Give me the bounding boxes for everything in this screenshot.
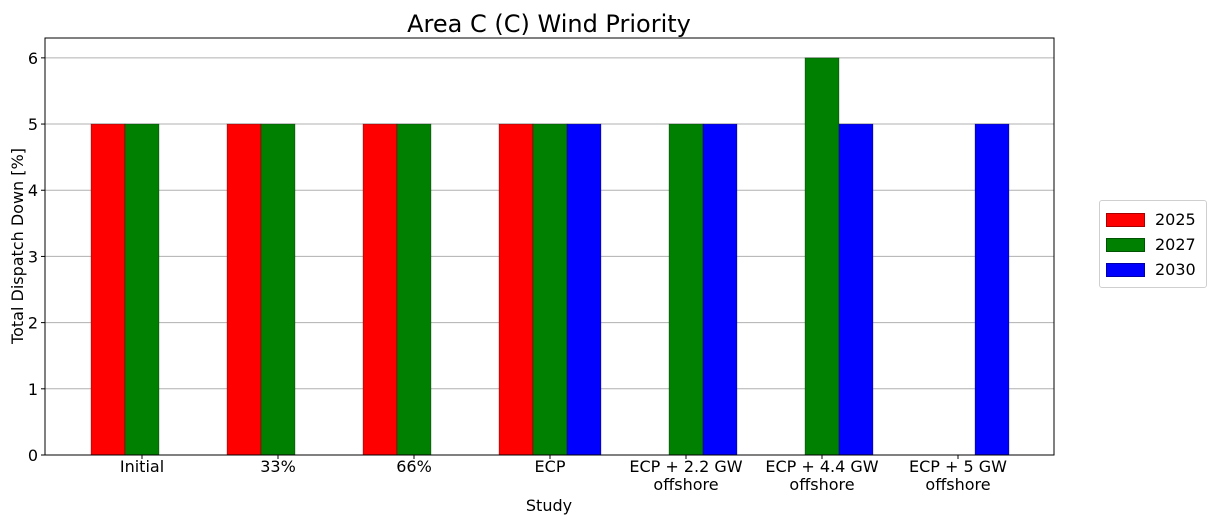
bar-2025-2 xyxy=(362,123,398,456)
bar-2027-1 xyxy=(260,123,296,456)
bar-2027-2 xyxy=(396,123,432,456)
bar-2030-6 xyxy=(974,123,1010,456)
bars xyxy=(90,57,1010,456)
x-tick-label: ECP + 4.4 GW offshore xyxy=(765,457,878,494)
y-tick-label: 3 xyxy=(28,247,38,266)
y-axis-ticks: 0 1 2 3 4 5 6 xyxy=(28,49,45,465)
legend: 2025 2027 2030 xyxy=(1099,200,1207,288)
legend-swatch xyxy=(1106,237,1145,252)
y-tick-label: 1 xyxy=(28,380,38,399)
x-tick-label: ECP + 2.2 GW offshore xyxy=(629,457,742,494)
x-tick-label-line: 66% xyxy=(396,457,432,476)
legend-item-2027: 2027 xyxy=(1106,232,1200,257)
x-tick-label-line: offshore xyxy=(653,475,718,494)
legend-label: 2030 xyxy=(1155,260,1196,279)
x-tick-label-line: offshore xyxy=(789,475,854,494)
x-tick-label: ECP xyxy=(535,457,566,476)
x-axis-label: Study xyxy=(526,496,572,515)
x-tick-label-line: ECP xyxy=(535,457,566,476)
x-tick-label: ECP + 5 GW offshore xyxy=(909,457,1007,494)
chart-title: Area C (C) Wind Priority xyxy=(407,10,691,38)
x-tick-label: 33% xyxy=(260,457,296,476)
bar-2027-0 xyxy=(124,123,160,456)
bar-2027-4 xyxy=(668,123,704,456)
legend-item-2030: 2030 xyxy=(1106,257,1200,282)
x-tick-label: 66% xyxy=(396,457,432,476)
y-axis-label: Total Dispatch Down [%] xyxy=(8,148,27,345)
y-tick-label: 6 xyxy=(28,49,38,68)
bar-2025-0 xyxy=(90,123,126,456)
x-tick-label: Initial xyxy=(120,457,164,476)
legend-item-2025: 2025 xyxy=(1106,207,1200,232)
y-tick-label: 5 xyxy=(28,115,38,134)
legend-label: 2025 xyxy=(1155,210,1196,229)
y-tick-label: 2 xyxy=(28,314,38,333)
x-tick-label-line: Initial xyxy=(120,457,164,476)
y-tick-label: 4 xyxy=(28,181,38,200)
bar-2027-3 xyxy=(532,123,568,456)
x-tick-label-line: 33% xyxy=(260,457,296,476)
x-tick-label-line: offshore xyxy=(925,475,990,494)
bar-2025-3 xyxy=(498,123,534,456)
legend-swatch xyxy=(1106,262,1145,277)
x-axis-ticks: Initial 33% 66% ECP ECP + 2.2 GW offshoreECP … xyxy=(120,455,1007,494)
bar-2030-5 xyxy=(838,123,874,456)
bar-2030-3 xyxy=(566,123,602,456)
bar-2025-1 xyxy=(226,123,262,456)
x-tick-label-line: ECP + 5 GW xyxy=(909,457,1007,476)
x-tick-label-line: ECP + 4.4 GW xyxy=(765,457,878,476)
legend-label: 2027 xyxy=(1155,235,1196,254)
y-tick-label: 0 xyxy=(28,446,38,465)
x-tick-label-line: ECP + 2.2 GW xyxy=(629,457,742,476)
legend-swatch xyxy=(1106,212,1145,227)
bar-2030-4 xyxy=(702,123,738,456)
bar-2027-5 xyxy=(804,57,840,456)
